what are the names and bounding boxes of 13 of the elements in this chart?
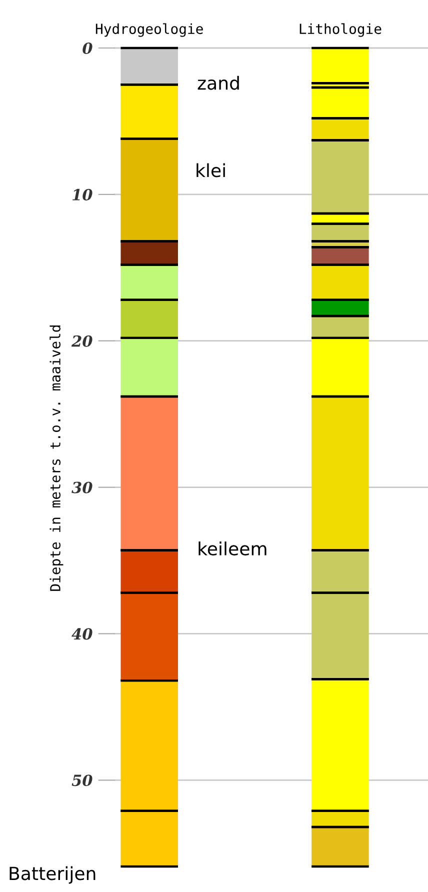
y-tick-label: 50: [72, 774, 92, 786]
annotation: klei: [196, 163, 225, 178]
y-tick-label: 20: [71, 335, 92, 347]
y-axis-title: Diepte in meters t.o.v. maaiveld: [50, 326, 64, 591]
x-tick-label: Lithologie: [300, 23, 382, 37]
x-tick-label: Hydrogeologie: [96, 23, 203, 37]
y-tick-label: 10: [72, 188, 92, 200]
annotation: keileem: [198, 542, 266, 556]
y-tick-label: 40: [72, 628, 92, 640]
y-tick-label: 30: [72, 482, 92, 494]
y-tick-label: 0: [82, 42, 92, 54]
text: Batterijen: [10, 866, 96, 884]
annotation: zand: [198, 76, 239, 90]
